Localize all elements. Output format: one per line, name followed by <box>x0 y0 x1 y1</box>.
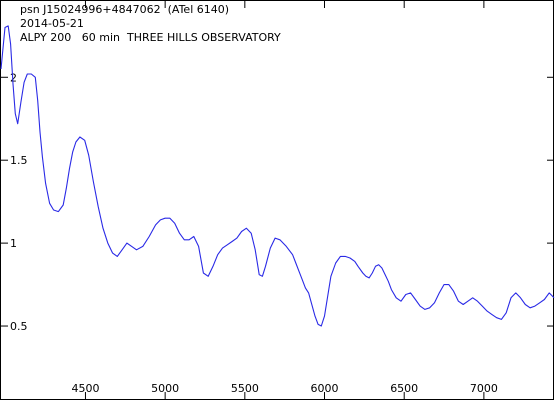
x-tick-label: 5000 <box>151 382 179 395</box>
chart-title-line-2: 2014-05-21 <box>20 17 84 30</box>
x-tick-label: 5500 <box>231 382 259 395</box>
y-tick-label: 0.5 <box>10 320 28 333</box>
spectrum-line <box>0 25 555 327</box>
axis-tick-labels: 4500 5000 5500 6000 6500 7000 0.5 1 1.5 2 <box>10 71 498 395</box>
y-tick-label: 1 <box>10 237 17 250</box>
x-tick-label: 6500 <box>390 382 418 395</box>
x-tick-label: 7000 <box>470 382 498 395</box>
y-tick-label: 2 <box>10 71 17 84</box>
y-tick-label: 1.5 <box>10 154 28 167</box>
x-tick-label: 6000 <box>311 382 339 395</box>
chart-title-line-3: ALPY 200 60 min THREE HILLS OBSERVATORY <box>20 31 281 44</box>
chart-title-line-1: psn J15024996+4847062 (ATel 6140) <box>20 3 230 16</box>
x-tick-label: 4500 <box>71 382 99 395</box>
